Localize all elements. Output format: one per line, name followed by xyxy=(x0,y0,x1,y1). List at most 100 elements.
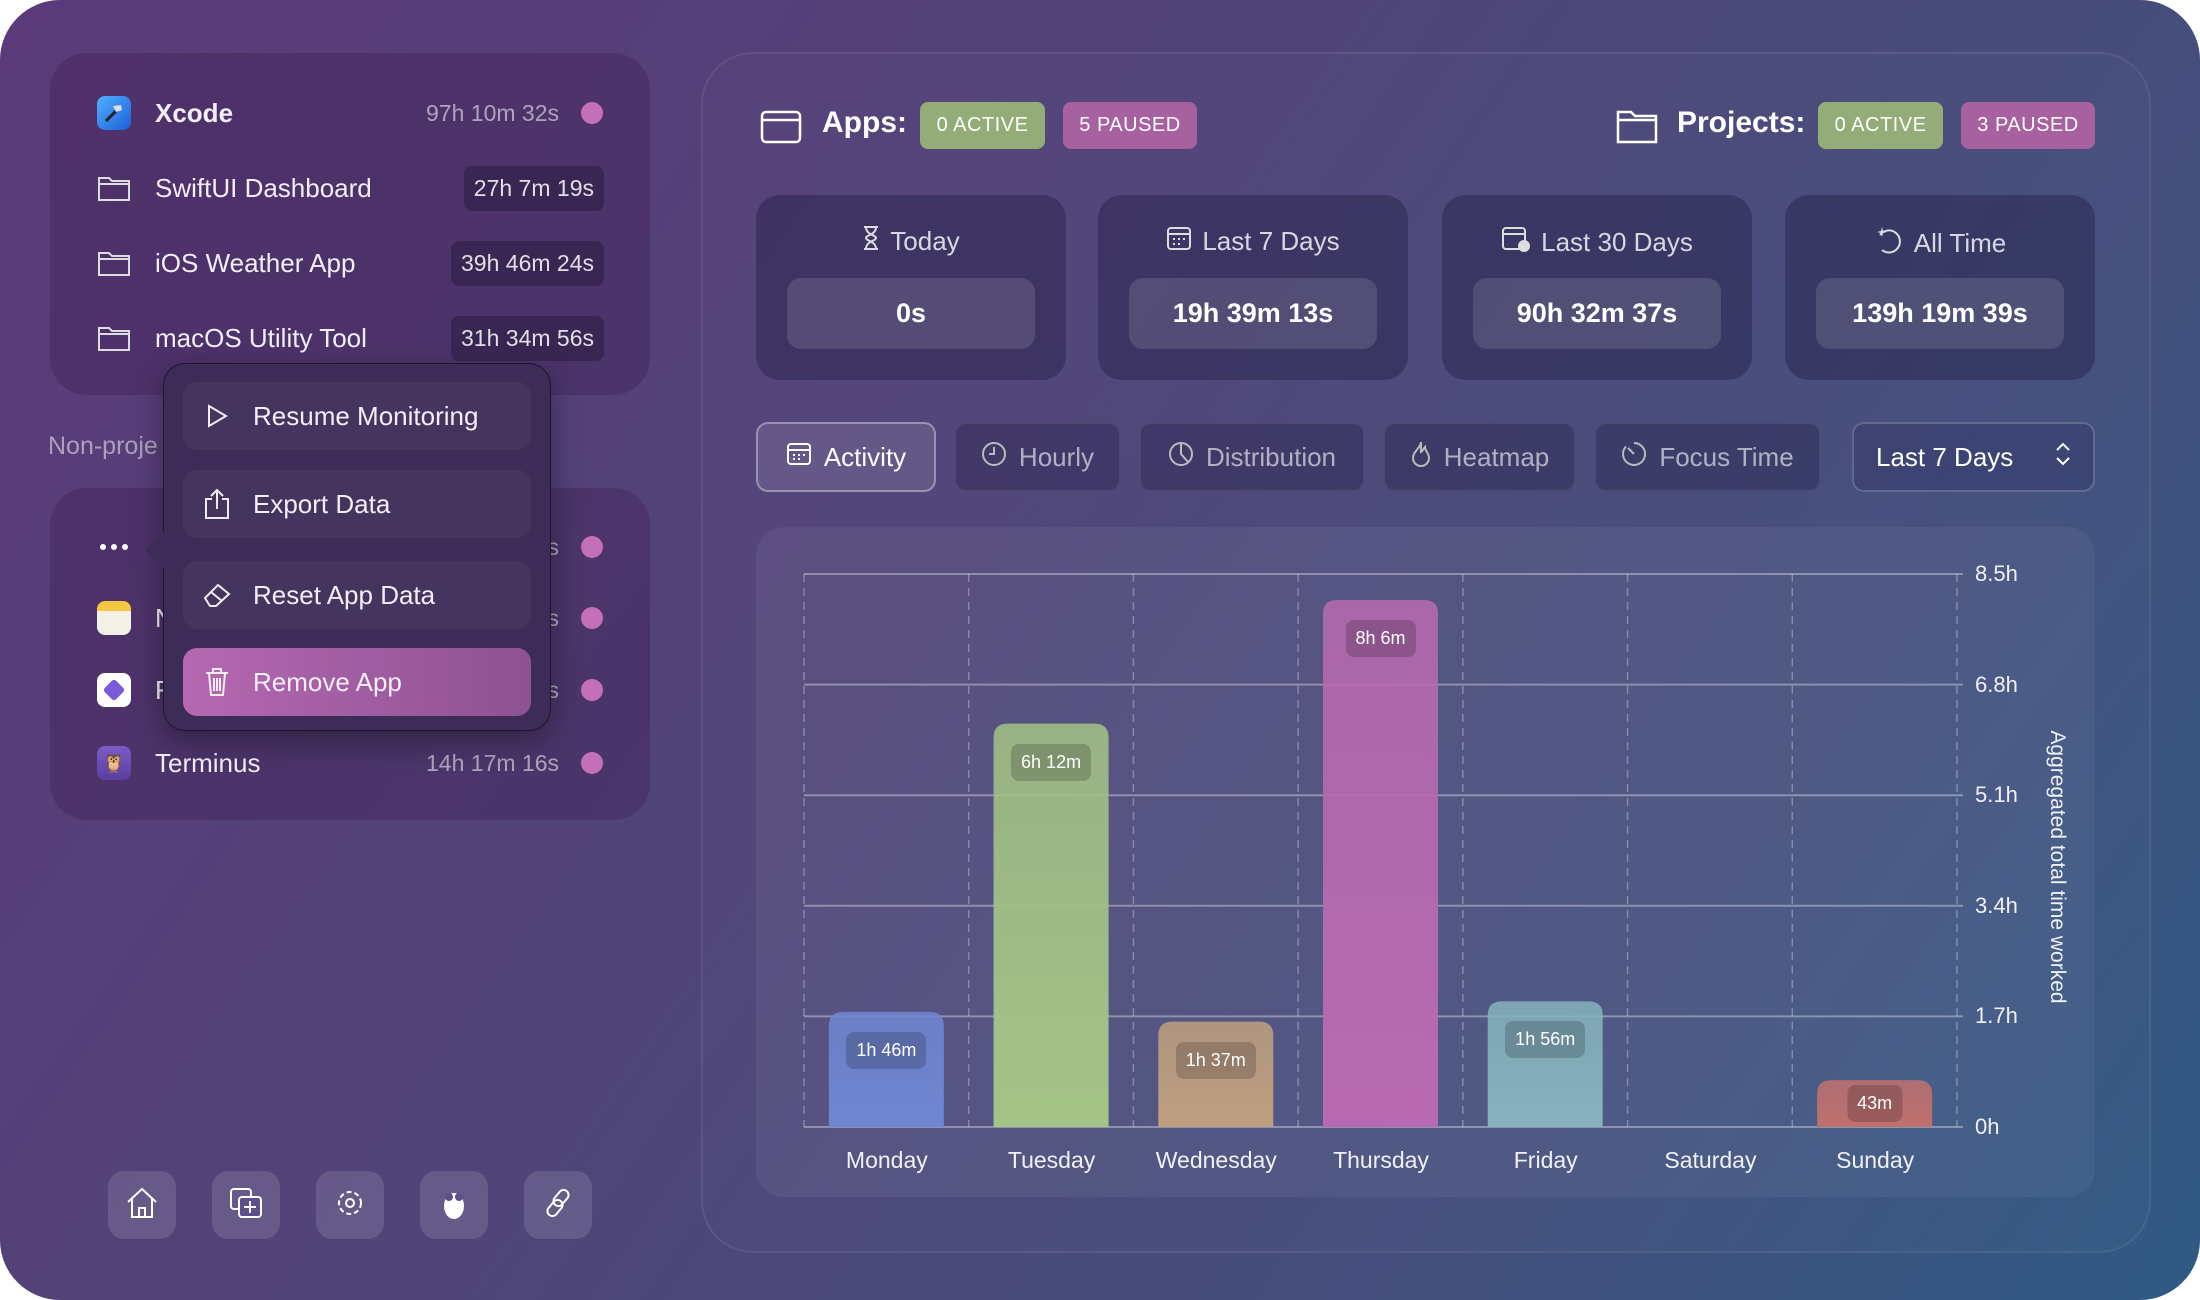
menu-item-export-data[interactable]: Export Data xyxy=(183,470,531,538)
list-item-project[interactable]: macOS Utility Tool 31h 34m 56s xyxy=(50,308,650,368)
menu-item-label: Reset App Data xyxy=(253,579,436,610)
list-item-project[interactable]: SwiftUI Dashboard 27h 7m 19s xyxy=(50,158,650,218)
stat-label: Last 7 Days xyxy=(1202,226,1340,256)
status-dot xyxy=(581,752,603,774)
bar-thursday[interactable] xyxy=(1323,600,1438,1127)
item-time: 31h 34m 56s xyxy=(451,315,604,361)
chevron-up-down-icon xyxy=(2055,441,2071,474)
flame-icon xyxy=(1410,440,1432,475)
projects-label: Projects: xyxy=(1677,106,1806,139)
menu-item-label: Remove App xyxy=(253,666,402,697)
bar-friday[interactable] xyxy=(1487,1001,1603,1127)
menu-item-label: Resume Monitoring xyxy=(253,400,479,431)
tab-focus-time[interactable]: Focus Time xyxy=(1594,422,1821,492)
tab-label: Hourly xyxy=(1018,441,1095,472)
apps-label: Apps: xyxy=(822,106,907,139)
tab-activity[interactable]: Activity xyxy=(756,422,936,492)
item-name: macOS Utility Tool xyxy=(155,322,367,353)
link-button[interactable] xyxy=(524,1171,592,1239)
tab-heatmap[interactable]: Heatmap xyxy=(1383,422,1576,492)
bar-data-label: 1h 37m xyxy=(1175,1041,1256,1079)
status-dot xyxy=(581,536,603,558)
list-item-xcode[interactable]: Xcode 97h 10m 32s xyxy=(50,83,650,143)
add-window-button[interactable] xyxy=(212,1171,280,1239)
stat-value: 19h 39m 13s xyxy=(1129,278,1377,349)
bar-tuesday[interactable] xyxy=(993,723,1109,1127)
x-tick-label: Friday xyxy=(1513,1147,1578,1173)
bar-sunday[interactable] xyxy=(1817,1080,1933,1127)
x-tick-label: Wednesday xyxy=(1155,1147,1277,1173)
section-label: Non-proje xyxy=(48,432,158,460)
projects-active-badge: 0 ACTIVE xyxy=(1818,102,1943,149)
menu-item-resume-monitoring[interactable]: Resume Monitoring xyxy=(183,382,531,450)
item-name: iOS Weather App xyxy=(155,247,356,278)
list-item-project[interactable]: iOS Weather App 39h 46m 24s xyxy=(50,233,650,293)
x-tick-label: Monday xyxy=(845,1147,928,1173)
projects-card: Xcode 97h 10m 32s SwiftUI Dashboard 27h … xyxy=(49,52,651,396)
y-tick-label: 8.5h xyxy=(1975,561,2018,586)
clock-icon xyxy=(981,441,1007,474)
list-item-app[interactable]: F s xyxy=(50,660,650,720)
bar-data-label: 1h 46m xyxy=(846,1031,927,1069)
owl-button[interactable] xyxy=(420,1171,488,1239)
menu-item-remove-app[interactable]: Remove App xyxy=(183,648,531,716)
bar-wednesday[interactable] xyxy=(1158,1021,1274,1127)
pie-icon xyxy=(1168,441,1194,474)
item-time-partial: s xyxy=(547,604,560,631)
x-tick-label: Sunday xyxy=(1836,1147,1915,1173)
stat-card-last-7-days: Last 7 Days 19h 39m 13s xyxy=(1098,195,1408,380)
item-time: 14h 17m 16s xyxy=(426,749,559,776)
tab-label: Heatmap xyxy=(1443,441,1550,472)
stat-label: Last 30 Days xyxy=(1541,227,1693,257)
y-axis-title: Aggregated total time worked xyxy=(2046,730,2069,1004)
add-window-icon xyxy=(229,1187,263,1224)
list-item-app[interactable]: s xyxy=(50,517,650,577)
timer-icon xyxy=(1621,441,1647,474)
app-icon xyxy=(96,672,132,708)
menu-item-label: Export Data xyxy=(253,488,391,519)
item-time-partial: s xyxy=(547,533,560,560)
stat-value: 139h 19m 39s xyxy=(1816,278,2064,349)
stat-card-all-time: All Time 139h 19m 39s xyxy=(1785,195,2095,380)
calendar-icon xyxy=(786,442,812,473)
tab-label: Focus Time xyxy=(1659,441,1794,472)
link-icon xyxy=(542,1187,574,1224)
item-time: 27h 7m 19s xyxy=(463,165,604,211)
apps-active-badge: 0 ACTIVE xyxy=(920,102,1045,149)
status-dot xyxy=(581,607,603,629)
x-tick-label: Thursday xyxy=(1333,1147,1429,1173)
folder-icon xyxy=(96,245,132,281)
folder-icon xyxy=(96,170,132,206)
status-dot xyxy=(581,102,603,124)
bar-monday[interactable] xyxy=(828,1011,944,1127)
item-time: 97h 10m 32s xyxy=(426,99,559,126)
range-select[interactable]: Last 7 Days xyxy=(1852,422,2095,492)
settings-button[interactable] xyxy=(316,1171,384,1239)
home-button[interactable] xyxy=(108,1171,176,1239)
more-icon xyxy=(96,529,132,565)
bar-data-label: 6h 12m xyxy=(1011,743,1092,781)
item-time-partial: s xyxy=(547,676,560,703)
bar-data-label: 8h 6m xyxy=(1345,620,1416,658)
eraser-icon xyxy=(197,582,237,608)
tab-label: Distribution xyxy=(1205,441,1337,472)
notes-icon xyxy=(96,600,132,636)
tab-hourly[interactable]: Hourly xyxy=(954,422,1121,492)
tab-label: Activity xyxy=(823,441,907,472)
stat-card-today: Today 0s xyxy=(756,195,1066,380)
stat-label: All Time xyxy=(1913,228,2007,258)
owl-app-icon: 🦉 xyxy=(96,745,132,781)
calendar-icon xyxy=(1166,225,1192,258)
home-icon xyxy=(125,1187,159,1224)
list-item-terminus[interactable]: 🦉 Terminus 14h 17m 16s xyxy=(50,733,650,793)
dashboard-panel xyxy=(701,52,2151,1253)
apps-paused-badge: 5 PAUSED xyxy=(1063,102,1197,149)
y-tick-label: 6.8h xyxy=(1975,671,2018,697)
bar-data-label: 43m xyxy=(1847,1085,1903,1122)
item-time: 39h 46m 24s xyxy=(451,240,604,286)
menu-item-reset-app-data[interactable]: Reset App Data xyxy=(183,561,531,629)
projects-paused-badge: 3 PAUSED xyxy=(1961,102,2095,149)
y-tick-label: 3.4h xyxy=(1975,892,2018,918)
tab-distribution[interactable]: Distribution xyxy=(1139,422,1365,492)
